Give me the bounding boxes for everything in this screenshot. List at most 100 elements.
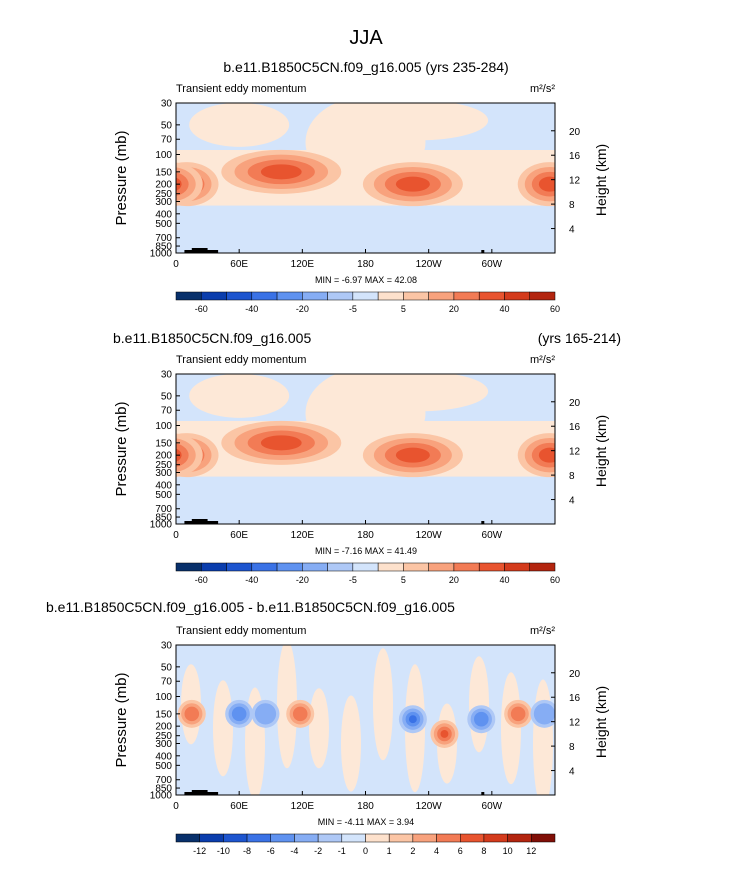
- x-tick-label: 180: [357, 259, 374, 270]
- colorbar-swatch: [302, 291, 328, 301]
- colorbar-swatch: [403, 562, 429, 572]
- y-right-tick-label: 12: [569, 447, 581, 458]
- page-title: JJA: [349, 27, 383, 49]
- colorbar-swatch: [453, 291, 480, 301]
- y-tick-label: 700: [155, 504, 172, 515]
- colorbar-label: 10: [503, 846, 513, 856]
- positive-region: [348, 374, 489, 412]
- y-tick-label: 150: [155, 167, 172, 178]
- x-tick-label: 60W: [482, 530, 503, 541]
- x-tick-label: 180: [357, 801, 374, 812]
- panel-subtitle: Transient eddy momentum: [176, 354, 306, 366]
- y-axis-label-right: Height (km): [593, 144, 609, 216]
- colorbar-label: -4: [290, 846, 298, 856]
- y-tick-label: 300: [155, 468, 172, 479]
- y-tick-label: 250: [155, 460, 172, 471]
- colorbar-swatch: [276, 291, 303, 301]
- colorbar-swatch: [504, 562, 530, 572]
- colorbar-label: -20: [296, 304, 309, 314]
- colorbar-label: 20: [449, 575, 459, 585]
- y-right-tick-label: 20: [569, 669, 581, 680]
- anomaly-contour-8: [510, 706, 526, 722]
- y-tick-label: 30: [161, 99, 173, 110]
- y-axis-label-right: Height (km): [593, 686, 609, 758]
- y-tick-label: 500: [155, 761, 172, 772]
- x-tick-label: 120W: [416, 530, 443, 541]
- y-right-tick-label: 12: [569, 718, 581, 729]
- colorbar-label: 60: [550, 304, 560, 314]
- y-right-tick-label: 8: [569, 471, 575, 482]
- colorbar-swatch: [251, 562, 278, 572]
- colorbar-swatch: [201, 562, 227, 572]
- colorbar-swatch: [294, 833, 319, 843]
- y-tick-label: 850: [155, 242, 172, 253]
- panel-title-left: b.e11.B1850C5CN.f09_g16.005 (yrs 235-284…: [223, 59, 508, 75]
- y-tick-label: 300: [155, 197, 172, 208]
- y-tick-label: 700: [155, 775, 172, 786]
- topography-andes: [481, 521, 485, 524]
- y-axis-label: Pressure (mb): [113, 672, 130, 767]
- plot-area: [176, 103, 555, 253]
- x-tick-label: 0: [173, 259, 179, 270]
- colorbar-label: 5: [401, 304, 406, 314]
- topography-plateau: [191, 519, 208, 524]
- colorbar-swatch: [175, 291, 202, 301]
- y-tick-label: 200: [155, 722, 172, 733]
- colorbar-swatch: [246, 833, 271, 843]
- y-right-tick-label: 20: [569, 398, 581, 409]
- colorbar-swatch: [226, 291, 253, 301]
- positive-region: [189, 374, 290, 418]
- colorbar-swatch: [199, 833, 224, 843]
- x-tick-label: 60E: [230, 259, 248, 270]
- y-right-tick-label: 16: [569, 693, 581, 704]
- y-right-tick-label: 4: [569, 767, 575, 778]
- colorbar-swatch: [327, 291, 354, 301]
- colorbar-label: 8: [481, 846, 486, 856]
- colorbar-swatch: [412, 833, 437, 843]
- y-tick-label: 200: [155, 451, 172, 462]
- colorbar-swatch: [352, 562, 379, 572]
- colorbar-swatch: [460, 833, 485, 843]
- colorbar-swatch: [226, 562, 253, 572]
- y-tick-label: 700: [155, 233, 172, 244]
- colorbar-swatch: [529, 562, 556, 572]
- y-tick-label: 50: [161, 120, 173, 131]
- min-max-stats: MIN = -7.16 MAX = 41.49: [315, 546, 417, 556]
- colorbar-swatch: [428, 291, 455, 301]
- panel-title-left: b.e11.B1850C5CN.f09_g16.005 - b.e11.B185…: [46, 599, 455, 615]
- jet-contour-3: [395, 176, 430, 192]
- positive-region: [533, 679, 553, 795]
- y-right-tick-label: 16: [569, 422, 581, 433]
- units-label: m²/s²: [530, 83, 555, 95]
- y-tick-label: 250: [155, 189, 172, 200]
- y-tick-label: 150: [155, 709, 172, 720]
- colorbar-label: -6: [267, 846, 275, 856]
- chart-panel-2: b.e11.B1850C5CN.f09_g16.005 (yrs 165-214)…: [113, 330, 621, 585]
- colorbar-label: -40: [245, 575, 258, 585]
- jet-contour-wrap: [176, 172, 189, 196]
- colorbar-label: -2: [314, 846, 322, 856]
- colorbar-swatch: [531, 833, 556, 843]
- y-tick-label: 250: [155, 731, 172, 742]
- colorbar-label: -20: [296, 575, 309, 585]
- y-right-tick-label: 20: [569, 127, 581, 138]
- topography: [184, 248, 485, 253]
- positive-region: [501, 672, 521, 785]
- colorbar-label: -12: [193, 846, 206, 856]
- colorbar-swatch: [507, 833, 532, 843]
- jet-contour-4: [538, 447, 555, 463]
- anomaly-contour-7: [474, 711, 489, 727]
- topography: [184, 519, 485, 524]
- anomaly-contour-2: [231, 706, 247, 722]
- positive-region: [213, 680, 233, 777]
- y-tick-label: 300: [155, 739, 172, 750]
- colorbar-swatch: [352, 291, 379, 301]
- y-right-tick-label: 4: [569, 225, 575, 236]
- y-tick-label: 1000: [150, 520, 173, 531]
- jet-contour-2: [260, 435, 302, 451]
- y-axis-label: Pressure (mb): [113, 401, 130, 496]
- colorbar-label: 2: [410, 846, 415, 856]
- positive-region: [189, 103, 290, 147]
- colorbar-swatch: [341, 833, 366, 843]
